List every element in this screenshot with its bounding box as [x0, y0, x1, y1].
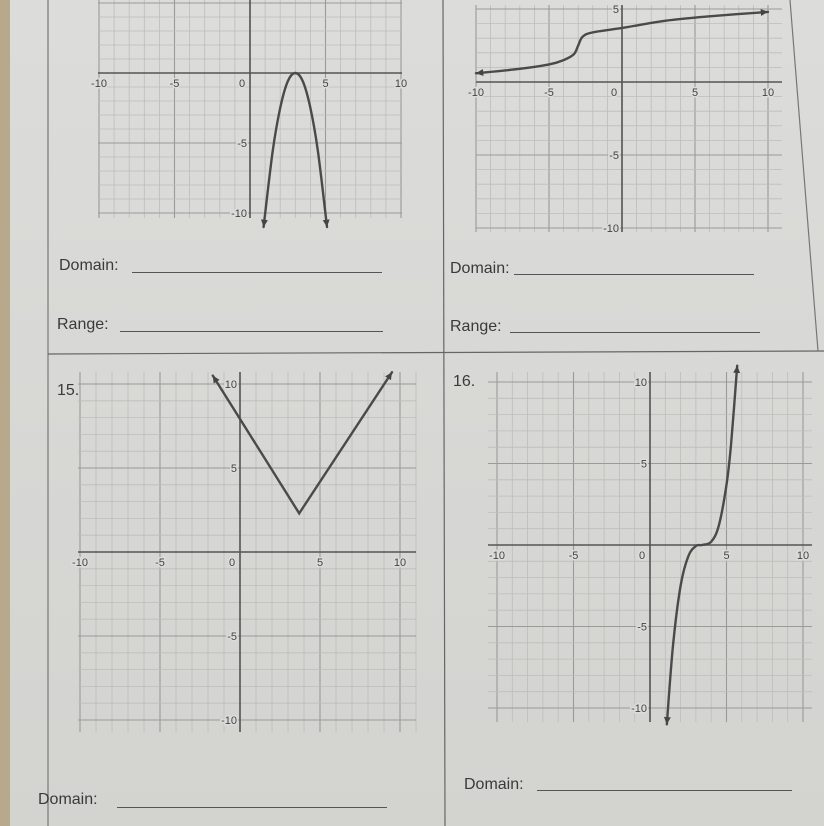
arrowhead-icon [476, 69, 484, 76]
x-tick-label: 0 [611, 87, 617, 99]
y-tick-label: -10 [631, 703, 647, 715]
x-tick-label: 0 [239, 78, 245, 90]
p15-domain-answer[interactable] [117, 807, 387, 808]
p15-domain-label: Domain: [38, 791, 98, 808]
p16-domain-answer[interactable] [537, 790, 792, 791]
center-divider [442, 0, 446, 826]
arrowhead-icon [260, 219, 268, 227]
x-tick-label: -5 [155, 557, 165, 569]
p13-domain-label: Domain: [59, 257, 119, 274]
desk-edge [0, 0, 10, 826]
y-tick-label: -5 [237, 138, 247, 150]
problem-16-number: 16. [453, 373, 476, 390]
p14-range-label: Range: [450, 318, 502, 335]
function-curve [262, 71, 329, 229]
x-tick-label: 10 [797, 550, 809, 562]
y-tick-label: 5 [231, 463, 237, 475]
x-tick-label: -10 [468, 87, 484, 99]
arrowhead-icon [385, 372, 392, 381]
p14-domain-answer[interactable] [514, 274, 754, 275]
function-curve [474, 10, 770, 75]
x-tick-label: -10 [91, 78, 107, 90]
y-tick-label: 10 [225, 379, 237, 391]
y-tick-label: 5 [641, 459, 647, 471]
p14-range-answer[interactable] [510, 332, 760, 333]
x-tick-label: 5 [322, 78, 328, 90]
y-tick-label: -10 [221, 715, 237, 727]
y-tick-label: -10 [231, 208, 247, 220]
worksheet-page [10, 0, 824, 826]
arrowhead-icon [212, 375, 220, 384]
x-tick-label: -5 [170, 78, 180, 90]
x-tick-label: 5 [723, 550, 729, 562]
y-tick-label: -5 [637, 622, 647, 634]
x-tick-label: -5 [569, 550, 579, 562]
p13-domain-answer[interactable] [132, 272, 382, 273]
arrowhead-icon [322, 219, 330, 227]
arrowhead-icon [733, 365, 741, 374]
arrowhead-icon [663, 716, 671, 725]
p14-domain-label: Domain: [450, 260, 510, 277]
p16-domain-label: Domain: [464, 776, 524, 793]
function-curve [211, 371, 394, 516]
problem-15-number: 15. [57, 382, 80, 399]
x-tick-label: 0 [639, 550, 645, 562]
function-curve [665, 364, 739, 726]
x-tick-label: -10 [489, 550, 505, 562]
p13-range-answer[interactable] [120, 331, 383, 332]
arrowhead-icon [760, 8, 768, 16]
x-tick-label: 5 [317, 557, 323, 569]
y-tick-label: -5 [609, 150, 619, 162]
x-tick-label: 10 [394, 557, 406, 569]
right-border [789, 0, 819, 352]
x-tick-label: -10 [72, 557, 88, 569]
x-tick-label: -5 [544, 87, 554, 99]
y-tick-label: 5 [613, 4, 619, 16]
x-tick-label: 10 [762, 87, 774, 99]
p13-range-label: Range: [57, 316, 109, 333]
x-tick-label: 10 [395, 78, 407, 90]
x-tick-label: 0 [229, 557, 235, 569]
x-tick-label: 5 [692, 87, 698, 99]
y-tick-label: -10 [603, 223, 619, 235]
row-divider [47, 350, 824, 355]
y-tick-label: 10 [635, 377, 647, 389]
y-tick-label: -5 [227, 631, 237, 643]
